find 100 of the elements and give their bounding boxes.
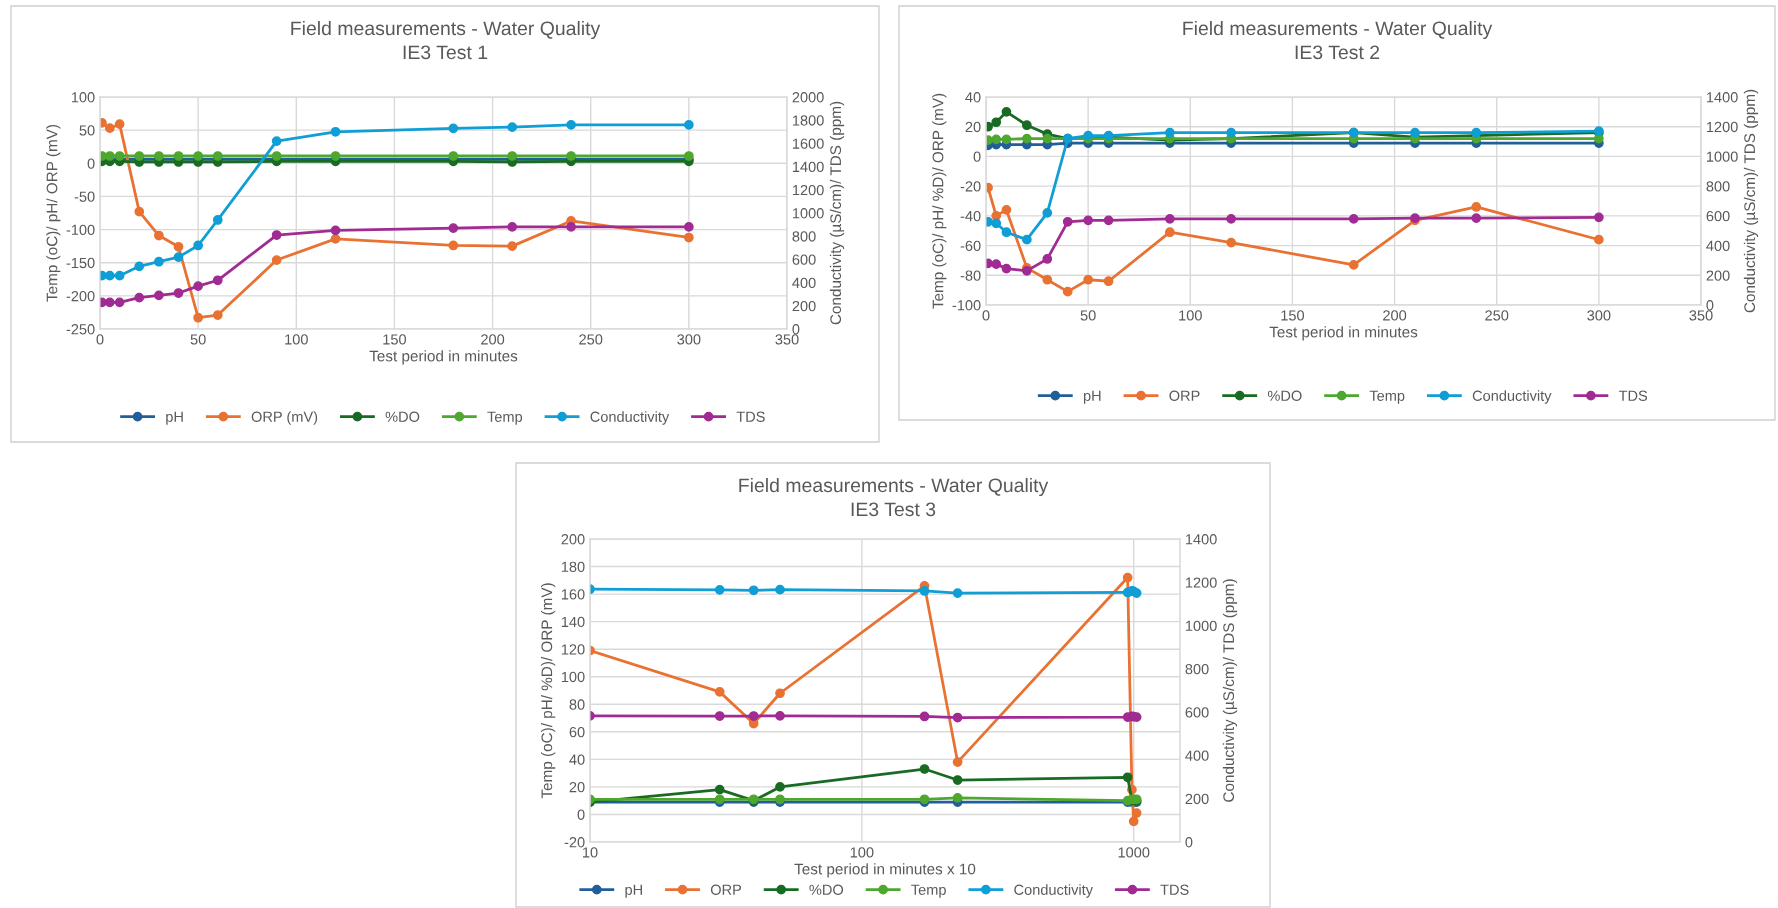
- y-tick-label: -50: [74, 191, 95, 202]
- y-tick-label: 100: [561, 671, 585, 683]
- legend-label: TDS: [1618, 390, 1648, 401]
- legend-label: Temp: [1369, 390, 1405, 404]
- y-axis-title: Temp (oC)/ pH/ %D)/ ORP (mV): [541, 583, 556, 799]
- legend-label: ORP: [710, 884, 742, 895]
- chart-subtitle: IE3 Test 2: [1295, 45, 1380, 60]
- y-tick-label: 0: [973, 151, 981, 162]
- x-axis-title: Test period in minutes: [1269, 326, 1418, 341]
- x-tick-label: 300: [677, 334, 701, 345]
- x-tick-label: 250: [1485, 310, 1509, 321]
- y-tick-label: 0: [87, 158, 95, 169]
- y2-tick-label: 1000: [1185, 620, 1217, 631]
- y2-axis-title: Conductivity (µS/cm)/ TDS (ppm): [829, 101, 845, 325]
- y-tick-label: 20: [569, 782, 585, 793]
- legend-label: ORP: [1169, 390, 1200, 401]
- chart-subtitle: IE3 Test 3: [851, 502, 936, 517]
- x-tick-label: 0: [96, 334, 104, 345]
- y-axis-title: Temp (oC)/ pH/ %D)/ ORP (mV): [932, 93, 947, 309]
- legend-label: Temp: [911, 884, 946, 898]
- legend-label: Conductivity: [1472, 390, 1552, 404]
- legend-label: pH: [625, 884, 642, 898]
- y2-tick-label: 400: [1185, 750, 1209, 761]
- legend-label: Conductivity: [590, 411, 670, 425]
- y2-tick-label: 1200: [1185, 577, 1217, 588]
- chart-title: Field measurements - Water Quality: [1183, 20, 1493, 40]
- y2-tick-label: 400: [1706, 240, 1730, 251]
- x-tick-label: 0: [982, 310, 990, 321]
- y-tick-label: -100: [66, 224, 95, 235]
- x-tick-label: 250: [579, 334, 603, 345]
- y2-tick-label: 600: [1185, 707, 1209, 718]
- x-axis-title: Test period in minutes x 10: [794, 863, 976, 878]
- legend-label: %DO: [809, 884, 844, 895]
- y2-tick-label: 200: [1706, 270, 1730, 281]
- y-tick-label: 0: [577, 809, 585, 820]
- legend-label: %DO: [1267, 390, 1302, 401]
- y-tick-label: 50: [79, 125, 95, 136]
- legend-label: TDS: [736, 411, 765, 422]
- y-tick-label: 40: [569, 754, 585, 765]
- y-axis-title: Temp (oC)/ pH/ ORP (mV): [46, 124, 61, 302]
- x-tick-label: 50: [190, 334, 206, 345]
- y2-tick-label: 800: [1706, 181, 1730, 192]
- x-tick-label: 300: [1587, 310, 1611, 321]
- y2-tick-label: 1000: [792, 208, 824, 219]
- y-tick-label: -100: [952, 300, 981, 311]
- x-tick-label: 100: [285, 334, 308, 345]
- y2-tick-label: 1400: [792, 161, 824, 173]
- x-tick-label: 150: [1281, 310, 1305, 321]
- y-tick-label: -20: [564, 837, 585, 848]
- y2-tick-label: 200: [1185, 793, 1209, 805]
- y2-tick-label: 2000: [792, 92, 824, 103]
- y2-tick-label: 600: [1706, 210, 1730, 222]
- x-tick-label: 200: [481, 334, 505, 345]
- y-tick-label: -80: [960, 270, 981, 281]
- x-axis-title: Test period in minutes: [369, 350, 518, 365]
- y-tick-label: 120: [561, 644, 585, 655]
- y-tick-label: 160: [561, 589, 585, 600]
- x-tick-label: 100: [1179, 310, 1202, 321]
- chart-title: Field measurements - Water Quality: [291, 20, 601, 40]
- y2-tick-label: 1400: [1706, 92, 1738, 103]
- y-tick-label: -200: [66, 290, 95, 302]
- x-tick-label: 350: [775, 334, 799, 345]
- y2-tick-label: 0: [1185, 837, 1193, 848]
- y-tick-label: -150: [66, 257, 95, 269]
- x-tick-label: 150: [383, 334, 407, 345]
- x-tick-label: 350: [1689, 310, 1713, 321]
- y2-tick-label: 1200: [1706, 121, 1738, 133]
- x-tick-label: 10: [583, 847, 598, 858]
- y-tick-label: 40: [965, 92, 981, 103]
- x-tick-label: 50: [1080, 310, 1096, 321]
- legend-label: %DO: [385, 411, 420, 422]
- y-tick-label: -60: [960, 240, 981, 251]
- y-tick-label: 200: [561, 534, 585, 545]
- y2-tick-label: 1200: [792, 184, 824, 196]
- y2-axis-title: Conductivity (µS/cm)/ TDS (ppm): [1222, 579, 1238, 802]
- y2-tick-label: 1600: [792, 138, 824, 149]
- y2-tick-label: 800: [1185, 663, 1209, 675]
- legend-label: ORP (mV): [251, 411, 318, 425]
- y-tick-label: -250: [66, 324, 95, 335]
- y-tick-label: -20: [960, 181, 981, 192]
- y2-tick-label: 0: [792, 324, 800, 335]
- y2-tick-label: 1400: [1185, 534, 1217, 545]
- legend-label: TDS: [1160, 884, 1189, 895]
- y2-tick-label: 600: [792, 254, 816, 265]
- y2-tick-label: 0: [1706, 300, 1714, 311]
- legend-label: Conductivity: [1014, 884, 1093, 898]
- y-tick-label: 180: [561, 561, 585, 572]
- legend-label: pH: [166, 411, 183, 425]
- y2-tick-label: 1000: [1706, 151, 1738, 162]
- legend-label: Temp: [487, 411, 523, 425]
- x-tick-label: 200: [1383, 310, 1407, 321]
- y-tick-label: -40: [960, 210, 981, 222]
- y2-tick-label: 400: [792, 277, 816, 289]
- y-tick-label: 60: [569, 726, 585, 738]
- chart-subtitle: IE3 Test 1: [403, 45, 488, 60]
- y2-tick-label: 200: [792, 300, 816, 312]
- y2-tick-label: 1800: [792, 115, 824, 126]
- x-tick-label: 100: [850, 847, 874, 858]
- legend-label: pH: [1083, 390, 1101, 404]
- y-tick-label: 20: [965, 121, 981, 133]
